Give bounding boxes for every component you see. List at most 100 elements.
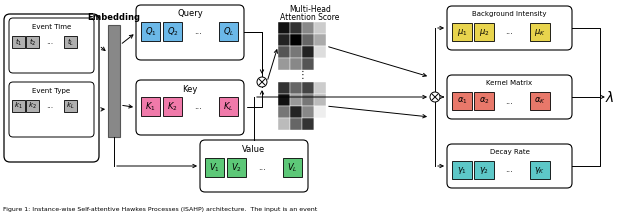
Text: ...: ... (258, 163, 266, 172)
Bar (302, 34, 314, 46)
Bar (290, 106, 302, 118)
Bar (290, 82, 302, 94)
Text: $\alpha_1$: $\alpha_1$ (457, 96, 467, 106)
Text: $t_2$: $t_2$ (29, 36, 36, 48)
Bar (278, 22, 290, 34)
Text: $t_1$: $t_1$ (15, 36, 22, 48)
Bar (530, 92, 550, 110)
Bar (108, 25, 120, 137)
Bar (302, 118, 314, 130)
Text: $V_2$: $V_2$ (231, 161, 242, 174)
Text: ...: ... (505, 97, 513, 106)
Text: Value: Value (243, 145, 266, 154)
Text: ...: ... (47, 37, 54, 46)
Text: $\alpha_2$: $\alpha_2$ (479, 96, 490, 106)
Bar (205, 158, 224, 177)
Text: $Q_L$: $Q_L$ (223, 25, 234, 38)
Circle shape (430, 92, 440, 102)
Bar (163, 22, 182, 41)
Bar (26, 100, 39, 112)
Text: ...: ... (194, 102, 202, 111)
Bar (26, 36, 39, 48)
Bar (219, 97, 238, 116)
Text: Event Time: Event Time (32, 24, 71, 30)
Bar (290, 58, 302, 70)
Bar (314, 22, 326, 34)
Text: $\gamma_K$: $\gamma_K$ (534, 165, 546, 176)
Bar (314, 106, 326, 118)
Bar (302, 106, 314, 118)
Bar (302, 46, 314, 58)
Bar (227, 158, 246, 177)
Bar (302, 94, 314, 106)
Text: $K_L$: $K_L$ (223, 100, 234, 113)
Text: $\gamma_1$: $\gamma_1$ (457, 165, 467, 176)
Bar (530, 161, 550, 179)
Bar (278, 106, 290, 118)
Bar (314, 94, 326, 106)
Bar (302, 58, 314, 70)
Text: $\alpha_K$: $\alpha_K$ (534, 96, 546, 106)
Text: Query: Query (177, 9, 203, 18)
Bar (314, 46, 326, 58)
FancyBboxPatch shape (447, 6, 572, 50)
Text: $k_1$: $k_1$ (14, 101, 23, 111)
Bar (12, 100, 25, 112)
Bar (474, 161, 494, 179)
FancyBboxPatch shape (136, 5, 244, 60)
Text: Decay Rate: Decay Rate (490, 149, 529, 155)
Text: $\mu_1$: $\mu_1$ (457, 26, 467, 37)
Bar (290, 94, 302, 106)
Text: $Q_2$: $Q_2$ (166, 25, 179, 38)
Text: $\lambda$: $\lambda$ (605, 90, 614, 104)
Bar (452, 23, 472, 41)
Bar (12, 36, 25, 48)
Bar (278, 34, 290, 46)
Bar (219, 22, 238, 41)
Bar (302, 82, 314, 94)
Bar (278, 82, 290, 94)
Text: $\mu_K$: $\mu_K$ (534, 26, 546, 37)
Bar (163, 97, 182, 116)
FancyBboxPatch shape (447, 144, 572, 188)
Bar (474, 92, 494, 110)
Text: ⋮: ⋮ (297, 70, 307, 80)
Bar (530, 23, 550, 41)
Bar (141, 97, 160, 116)
Text: $k_L$: $k_L$ (67, 101, 75, 111)
Text: Key: Key (182, 84, 198, 94)
Text: ...: ... (194, 27, 202, 36)
Text: $V_L$: $V_L$ (287, 161, 298, 174)
FancyBboxPatch shape (9, 82, 94, 137)
Bar (452, 92, 472, 110)
Text: $K_2$: $K_2$ (167, 100, 178, 113)
Bar (290, 46, 302, 58)
Text: $V_1$: $V_1$ (209, 161, 220, 174)
Bar (278, 46, 290, 58)
Text: ...: ... (505, 28, 513, 37)
Text: $Q_1$: $Q_1$ (145, 25, 156, 38)
Text: $k_2$: $k_2$ (28, 101, 37, 111)
FancyBboxPatch shape (136, 80, 244, 135)
Text: Embedding: Embedding (88, 13, 141, 22)
Text: $t_L$: $t_L$ (67, 36, 74, 48)
Text: Kernel Matrix: Kernel Matrix (486, 80, 532, 86)
Text: Multi-Head: Multi-Head (289, 5, 331, 14)
Bar (452, 161, 472, 179)
Bar (314, 58, 326, 70)
Text: Figure 1: Instance-wise Self-attentive Hawkes Processes (ISAHP) architecture.  T: Figure 1: Instance-wise Self-attentive H… (3, 207, 317, 213)
Circle shape (257, 77, 267, 87)
Bar (141, 22, 160, 41)
Bar (290, 34, 302, 46)
FancyBboxPatch shape (4, 14, 99, 162)
Text: $K_1$: $K_1$ (145, 100, 156, 113)
Bar (64, 100, 77, 112)
Bar (290, 22, 302, 34)
Bar (290, 118, 302, 130)
FancyBboxPatch shape (9, 18, 94, 73)
Bar (302, 22, 314, 34)
Text: $\mu_2$: $\mu_2$ (479, 26, 490, 37)
FancyBboxPatch shape (447, 75, 572, 119)
Text: ...: ... (505, 165, 513, 174)
Bar (474, 23, 494, 41)
